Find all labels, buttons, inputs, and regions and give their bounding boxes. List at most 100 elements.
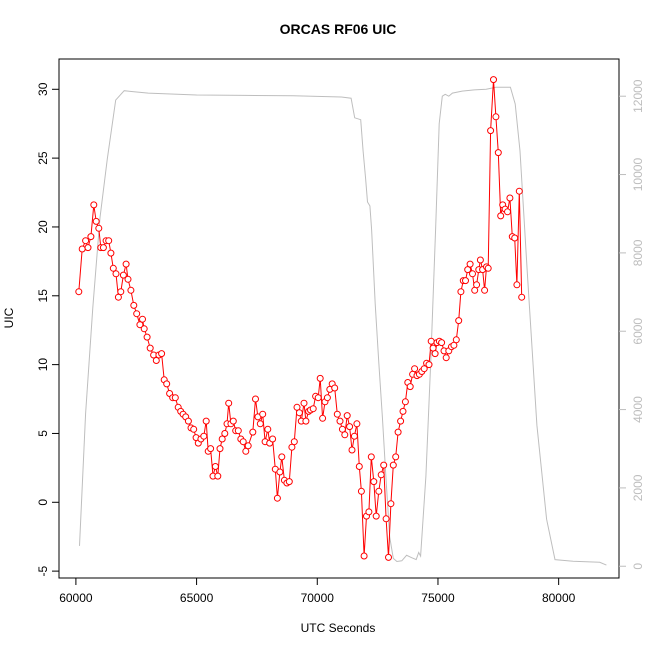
- uic-point-132: [406, 383, 414, 391]
- uic-point-171: [494, 149, 502, 157]
- y2-tick-label-0: 0: [631, 563, 645, 570]
- uic-point-29: [152, 357, 160, 364]
- uic-point-102: [333, 410, 341, 418]
- uic-point-86: [295, 409, 303, 417]
- uic-point-163: [476, 256, 484, 264]
- uic-point-126: [392, 453, 400, 461]
- uic-point-158: [466, 260, 474, 268]
- uic-point-124: [387, 500, 395, 508]
- uic-point-11: [105, 237, 113, 245]
- uic-point-41: [184, 417, 192, 425]
- uic-point-55: [218, 435, 226, 443]
- x-tick-label-4: 80000: [542, 591, 576, 605]
- uic-point-64: [239, 438, 247, 446]
- uic-point-58: [225, 399, 233, 407]
- uic-point-107: [346, 423, 354, 431]
- uic-point-127: [394, 428, 402, 436]
- uic-point-143: [431, 350, 439, 358]
- y2-tick-label-5: 10000: [631, 158, 645, 192]
- uic-point-128: [397, 417, 405, 425]
- uic-point-98: [323, 394, 331, 402]
- y-tick-label-2: 5: [36, 430, 50, 437]
- uic-point-68: [252, 395, 259, 403]
- altitude-line: [79, 86, 607, 566]
- uic-point-113: [360, 552, 368, 560]
- uic-point-146: [438, 339, 446, 347]
- uic-point-62: [234, 427, 242, 435]
- x-axis: 60000 65000 70000 75000 80000: [59, 578, 576, 605]
- uic-point-9: [99, 244, 107, 252]
- altitude-series: [79, 86, 607, 566]
- y-tick-label-6: 25: [36, 151, 50, 165]
- uic-point-52: [211, 463, 219, 470]
- uic-point-82: [285, 478, 293, 486]
- uic-point-17: [119, 271, 127, 279]
- y2-tick-label-3: 6000: [631, 318, 645, 345]
- uic-point-172: [497, 212, 505, 220]
- uic-point-122: [382, 515, 390, 523]
- uic-point-92: [309, 405, 317, 413]
- uic-point-178: [511, 234, 519, 242]
- y2-tick-label-6: 12000: [631, 79, 645, 113]
- uic-point-106: [343, 412, 351, 420]
- uic-point-154: [457, 288, 465, 296]
- uic-point-156: [462, 277, 469, 285]
- uic-point-111: [355, 463, 363, 470]
- uic-point-2: [82, 237, 90, 245]
- uic-point-119: [375, 487, 383, 495]
- x-tick-label-3: 75000: [421, 591, 455, 605]
- uic-point-123: [385, 553, 392, 561]
- x-tick-label-2: 70000: [301, 591, 335, 605]
- uic-point-115: [365, 508, 373, 516]
- uic-point-56: [221, 430, 229, 437]
- uic-point-6: [92, 217, 100, 225]
- y-tick-label-4: 15: [36, 289, 50, 303]
- uic-point-78: [276, 468, 284, 476]
- uic-point-152: [452, 336, 460, 344]
- uic-point-125: [389, 461, 397, 469]
- uic-point-71: [259, 410, 267, 418]
- y-tick-label-3: 10: [36, 358, 50, 372]
- uic-point-159: [469, 270, 476, 278]
- uic-point-13: [109, 264, 117, 272]
- uic-point-118: [372, 512, 380, 520]
- uic-point-21: [130, 301, 138, 309]
- y-axis-left: -5 0 5 10 15 20 25 30: [36, 82, 59, 576]
- uic-point-67: [249, 428, 257, 436]
- uic-point-140: [425, 361, 433, 369]
- uic-point-4: [87, 233, 95, 241]
- y2-tick-label-4: 8000: [631, 239, 645, 266]
- uic-point-0: [75, 288, 83, 296]
- uic-point-130: [401, 398, 409, 406]
- y-tick-label-7: 30: [36, 82, 50, 96]
- uic-point-60: [229, 417, 237, 425]
- uic-point-12: [107, 249, 115, 257]
- x-tick-label-0: 60000: [59, 591, 93, 605]
- uic-point-50: [207, 445, 215, 453]
- uic-point-94: [314, 394, 322, 402]
- uic-point-25: [140, 325, 148, 333]
- uic-point-108: [348, 446, 356, 454]
- uic-point-7: [95, 224, 103, 232]
- uic-point-27: [146, 344, 154, 352]
- uic-point-179: [513, 281, 521, 289]
- uic-point-22: [133, 310, 141, 318]
- uic-point-53: [214, 472, 222, 480]
- uic-point-48: [202, 417, 210, 425]
- uic-point-88: [300, 399, 308, 407]
- uic-point-77: [273, 494, 281, 502]
- uic-point-19: [124, 275, 132, 283]
- y2-tick-label-2: 4000: [631, 396, 645, 423]
- uic-point-117: [370, 478, 378, 486]
- y-axis-label: UIC: [2, 307, 16, 328]
- uic-point-103: [336, 417, 344, 425]
- uic-point-75: [269, 435, 277, 443]
- uic-point-31: [158, 350, 166, 358]
- uic-point-95: [316, 374, 324, 382]
- uic-point-134: [411, 365, 419, 373]
- uic-point-20: [127, 286, 135, 294]
- x-axis-label: UTC Seconds: [301, 621, 376, 635]
- uic-point-84: [290, 438, 298, 446]
- y-axis-right: 0 2000 4000 6000 8000 10000 12000: [619, 79, 645, 570]
- y2-tick-label-1: 2000: [631, 474, 645, 501]
